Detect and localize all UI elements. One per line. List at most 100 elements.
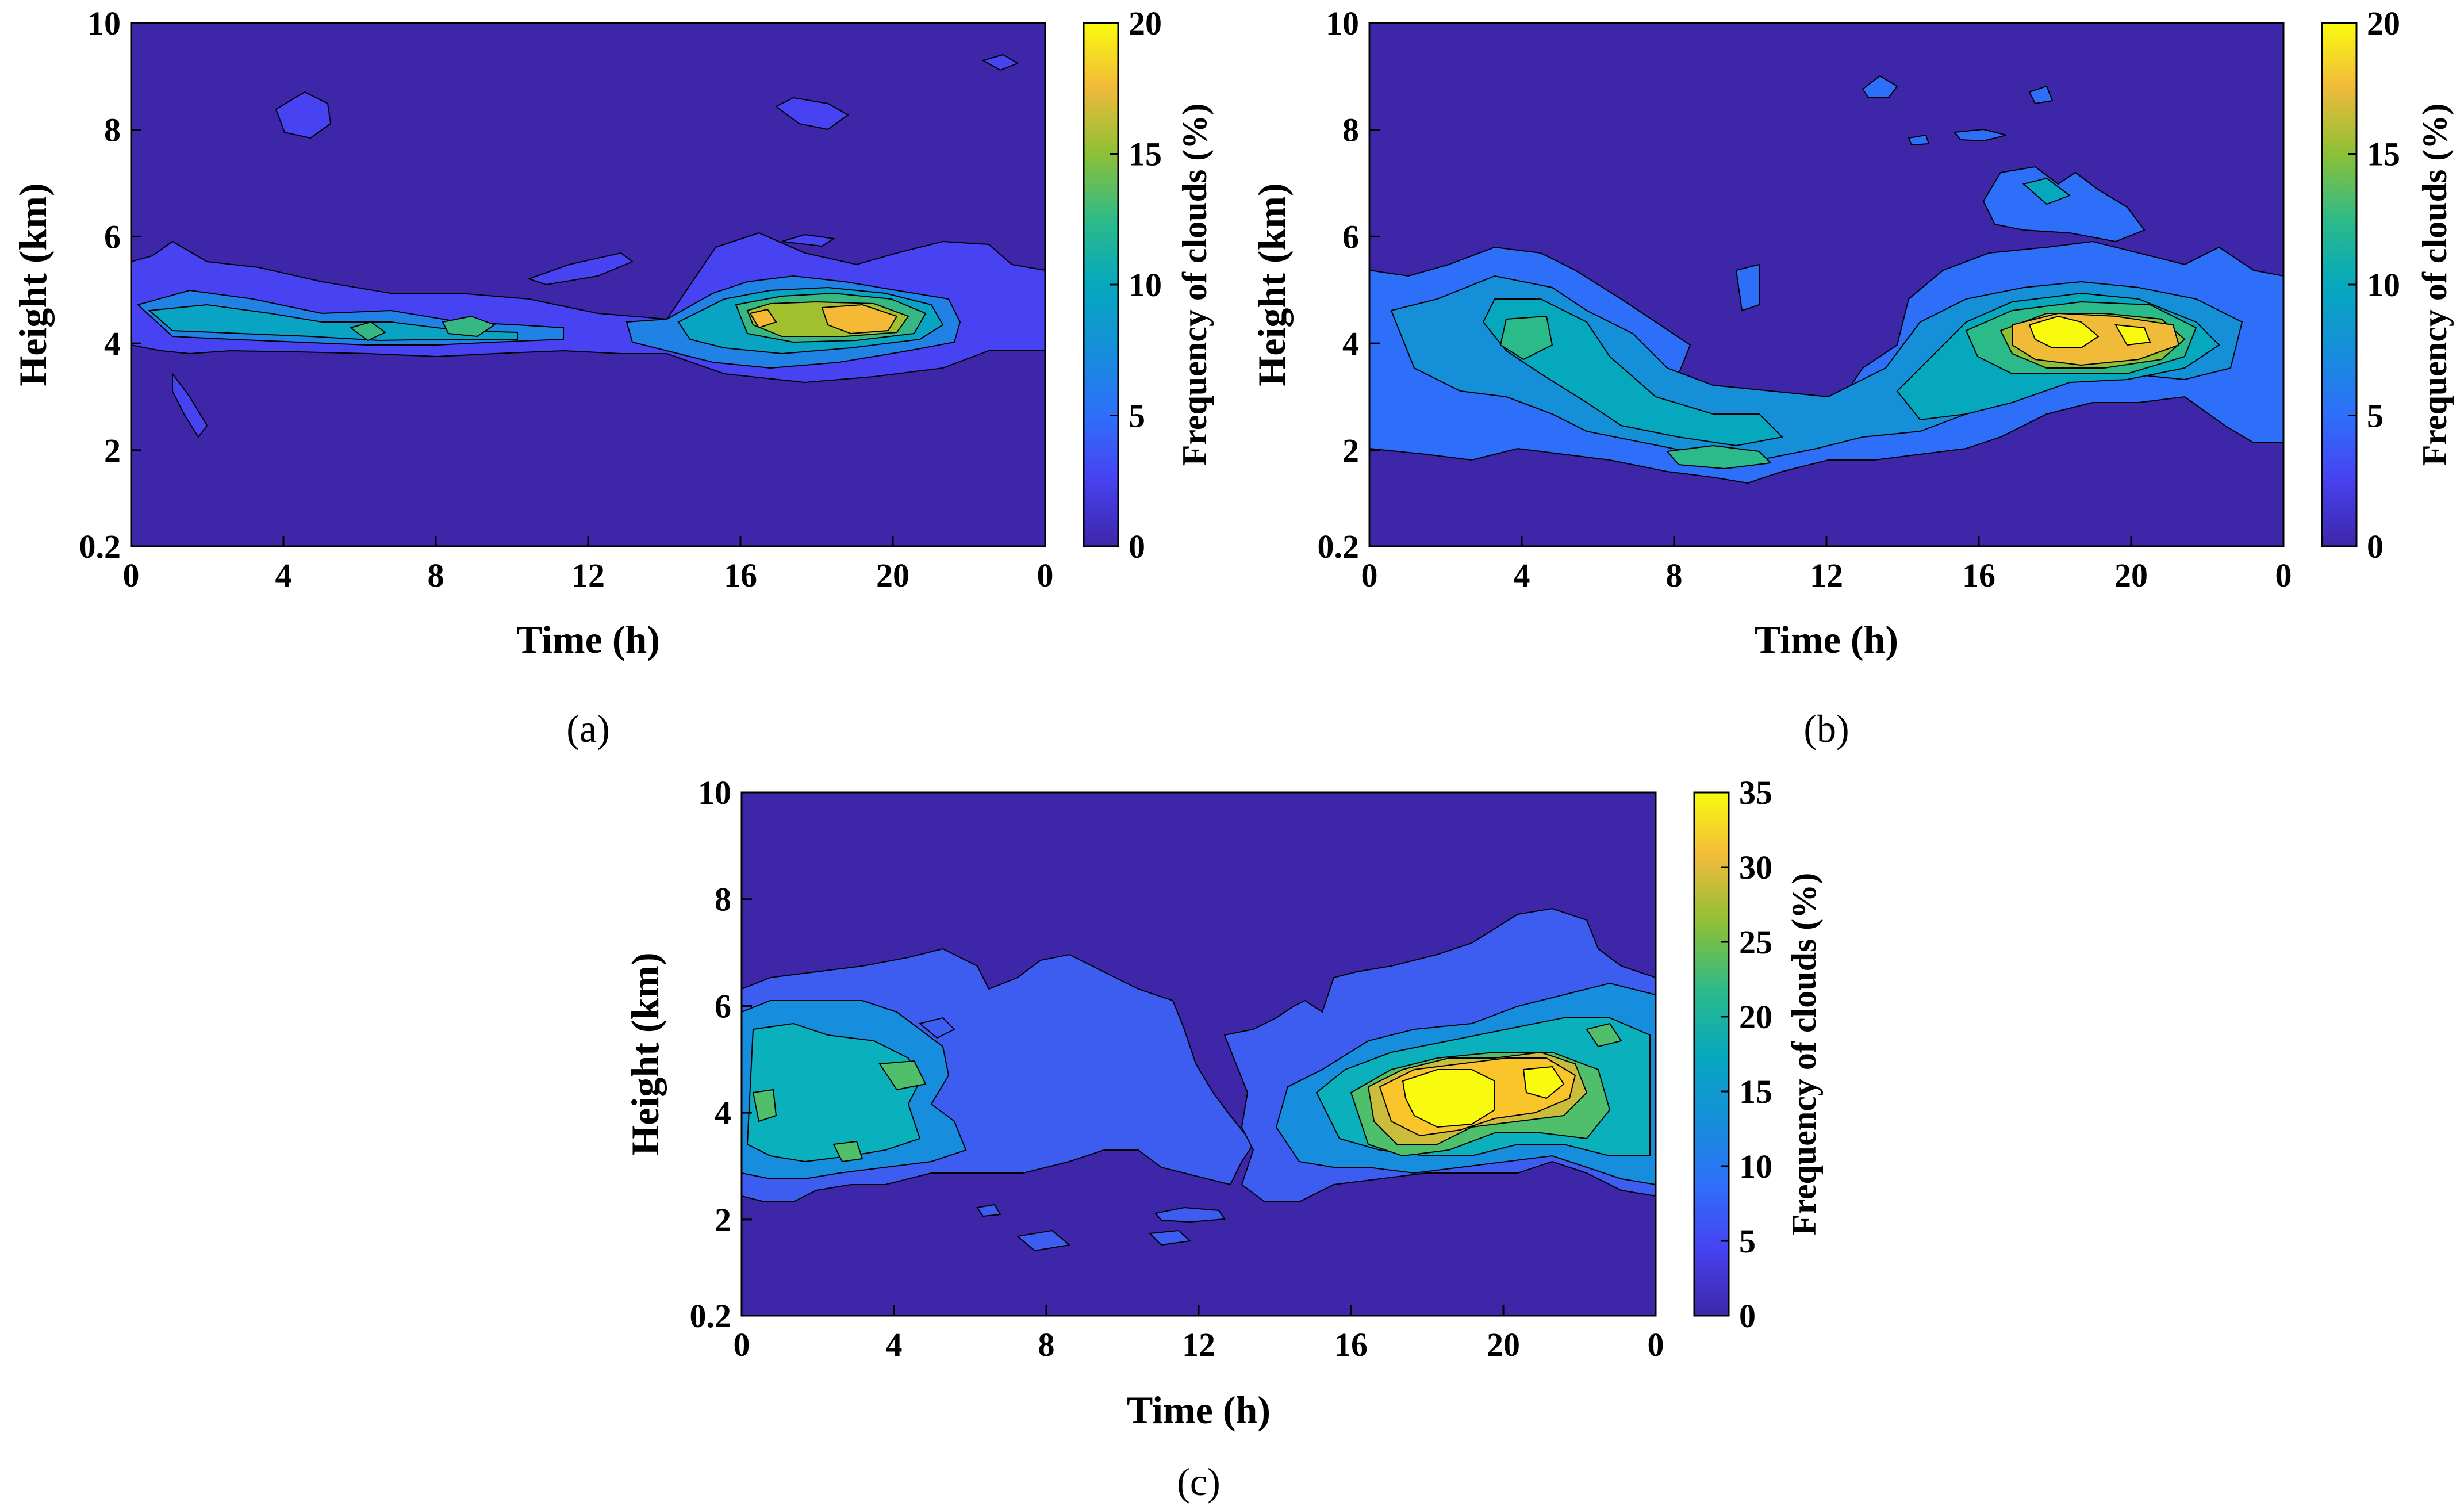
colorbar-ticks: 0 5 10 15 20 <box>1110 5 1162 565</box>
contour-level-1 <box>527 252 634 286</box>
contour-level-1 <box>781 233 835 247</box>
colorbar-tick-label: 5 <box>1739 1223 1756 1260</box>
colorbar-tick-label: 5 <box>2367 397 2384 435</box>
x-axis-label: Time (h) <box>1127 1388 1271 1432</box>
y-tick-label: 4 <box>104 325 121 362</box>
contour-level-4 <box>752 1089 777 1122</box>
x-axis-label: Time (h) <box>516 618 660 661</box>
contour-level-3 <box>1482 298 1784 447</box>
colorbar <box>1083 22 1119 547</box>
x-tick-label: 12 <box>1182 1326 1215 1363</box>
contour-level-4 <box>442 315 496 338</box>
y-tick-label: 6 <box>104 218 121 255</box>
x-tick-label: 4 <box>886 1326 903 1363</box>
x-ticks: 0 4 8 12 16 20 0 <box>123 536 1054 594</box>
colorbar-tick-label: 15 <box>2367 136 2400 173</box>
contour-level-1 <box>1148 1229 1192 1246</box>
x-tick-label: 8 <box>428 557 444 594</box>
contour-level-1 <box>172 372 208 438</box>
x-tick-label: 0 <box>123 557 140 594</box>
colorbar-tick-label: 0 <box>1129 528 1145 565</box>
contour-level-4 <box>1586 1022 1622 1048</box>
contour-level-4 <box>878 1060 927 1091</box>
contour-level-1 <box>1953 128 2007 142</box>
x-ticks: 0 4 8 12 16 20 0 <box>734 1305 1664 1363</box>
y-tick-label: 0.2 <box>690 1297 732 1335</box>
y-tick-label: 6 <box>715 987 731 1025</box>
contour-level-7 <box>1402 1069 1495 1128</box>
x-tick-label: 16 <box>1962 557 1995 594</box>
contour-level-1 <box>1735 263 1760 312</box>
x-tick-label: 20 <box>2114 557 2148 594</box>
x-tick-label: 0 <box>1361 557 1378 594</box>
contour-fill <box>742 907 1656 1252</box>
x-axis-label: Time (h) <box>1755 618 1898 661</box>
x-tick-label: 16 <box>724 557 757 594</box>
colorbar-tick-label: 15 <box>1129 136 1162 173</box>
colorbar-tick-label: 10 <box>1129 266 1162 304</box>
colorbar-tick-label: 0 <box>1739 1297 1756 1335</box>
panel-label: (a) <box>566 707 609 750</box>
contour-level-7 <box>2028 315 2100 348</box>
panel-label: (c) <box>1177 1460 1220 1504</box>
colorbar-ticks: 0 5 10 15 20 <box>2348 5 2400 565</box>
panel-c: 0 4 8 12 16 20 0 0.2 2 4 6 8 10 Time (h) Height (km… <box>623 774 1823 1504</box>
y-axis-label: Height (km) <box>1250 183 1294 386</box>
contour-level-1 <box>918 1017 955 1039</box>
y-axis-label: Height (km) <box>623 952 667 1155</box>
y-ticks: 0.2 2 4 6 8 10 <box>1318 5 1380 565</box>
contour-level-1 <box>1862 75 1898 98</box>
contour-level-3 <box>2022 177 2071 205</box>
y-tick-label: 2 <box>104 432 121 469</box>
colorbar-tick-label: 5 <box>1129 397 1145 435</box>
y-ticks: 0.2 2 4 6 8 10 <box>79 5 141 565</box>
contour-level-7 <box>2114 324 2151 346</box>
x-tick-label: 4 <box>275 557 292 594</box>
x-tick-label: 12 <box>1810 557 1843 594</box>
colorbar-label: Frequency of clouds (%) <box>2416 104 2454 466</box>
panel-b: 0 4 8 12 16 20 0 0.2 2 4 6 8 10 Time (h) Height (km… <box>1250 5 2454 750</box>
x-ticks: 0 4 8 12 16 20 0 <box>1361 536 2292 594</box>
colorbar-tick-label: 15 <box>1739 1073 1772 1110</box>
x-tick-label: 0 <box>2275 557 2292 594</box>
colorbar <box>1693 791 1730 1317</box>
contour-level-3 <box>746 1022 921 1163</box>
colorbar-tick-label: 10 <box>1739 1148 1772 1185</box>
x-tick-label: 8 <box>1666 557 1683 594</box>
contour-level-3 <box>148 304 518 342</box>
x-tick-label: 0 <box>1037 557 1054 594</box>
y-tick-label: 10 <box>698 774 731 811</box>
x-tick-label: 4 <box>1514 557 1530 594</box>
contour-level-1 <box>976 1204 1001 1217</box>
contour-level-1 <box>1908 134 1930 146</box>
contour-fill <box>131 53 1045 438</box>
x-tick-label: 20 <box>1487 1326 1520 1363</box>
panel-label: (b) <box>1803 707 1849 750</box>
colorbar-tick-label: 20 <box>2367 5 2400 42</box>
contour-fill <box>1369 75 2283 484</box>
x-tick-label: 12 <box>571 557 605 594</box>
colorbar-tick-label: 20 <box>1739 998 1772 1036</box>
contour-level-4 <box>832 1140 863 1163</box>
x-tick-label: 16 <box>1334 1326 1368 1363</box>
y-tick-label: 4 <box>1342 325 1359 362</box>
y-tick-label: 10 <box>87 5 121 42</box>
colorbar-ticks: 0 5 10 15 20 25 30 35 <box>1721 774 1772 1335</box>
contour-level-1 <box>981 53 1019 71</box>
y-tick-label: 4 <box>715 1094 731 1132</box>
colorbar-tick-label: 25 <box>1739 923 1772 961</box>
contour-level-6 <box>821 304 898 335</box>
x-tick-label: 8 <box>1038 1326 1055 1363</box>
x-tick-label: 0 <box>734 1326 750 1363</box>
contour-level-4 <box>1499 315 1553 361</box>
contour-level-1 <box>1154 1206 1226 1223</box>
y-tick-label: 0.2 <box>79 528 121 565</box>
x-tick-label: 0 <box>1648 1326 1664 1363</box>
colorbar-tick-label: 10 <box>2367 266 2400 304</box>
contour-level-1 <box>1982 166 2146 243</box>
y-axis-label: Height (km) <box>11 183 55 386</box>
colorbar-label: Frequency of clouds (%) <box>1176 104 1214 466</box>
y-tick-label: 6 <box>1342 218 1359 255</box>
contour-level-4 <box>1666 444 1772 470</box>
